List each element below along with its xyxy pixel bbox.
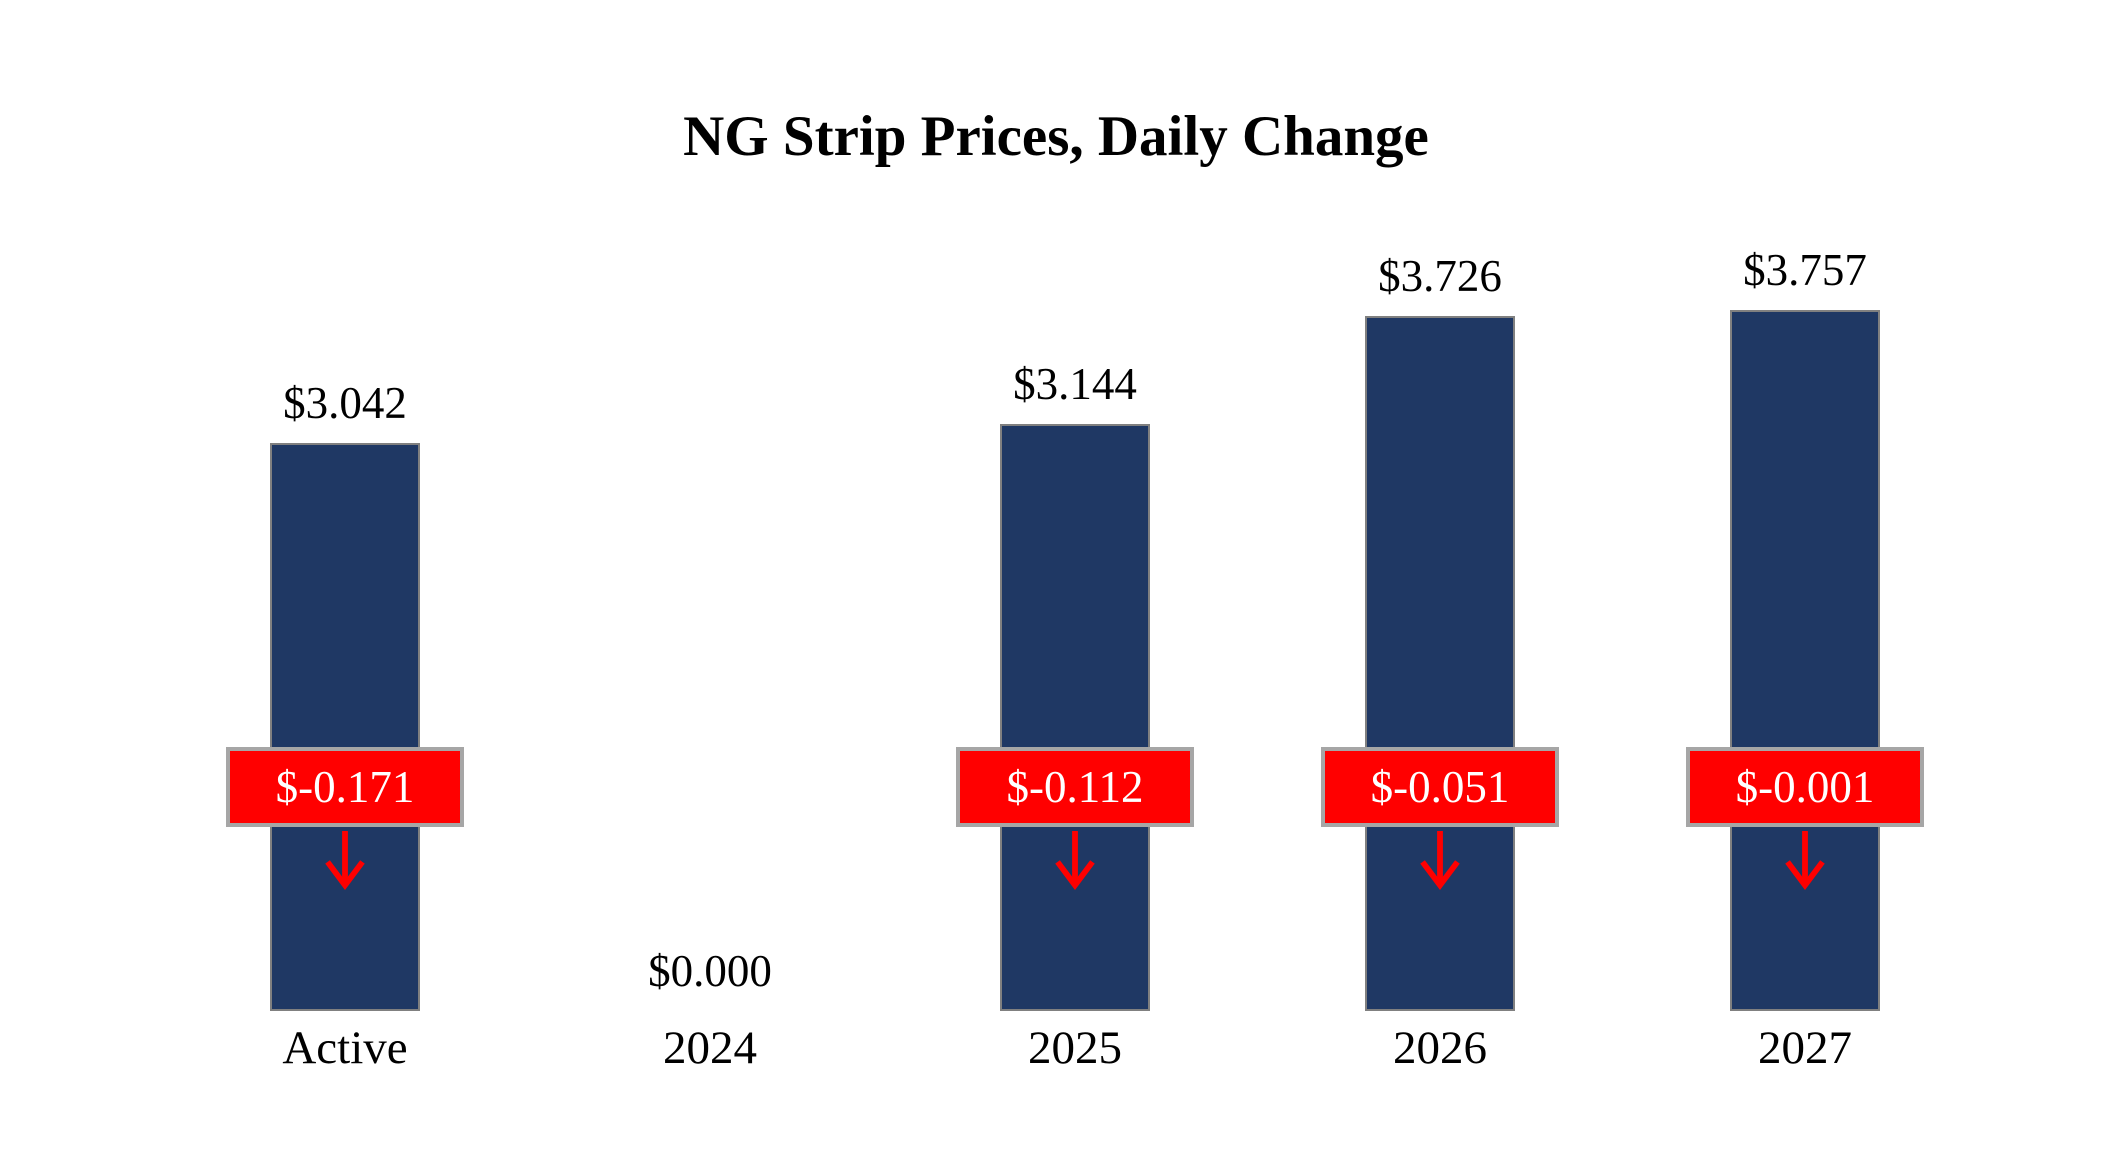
- change-label: $-0.112: [956, 747, 1194, 827]
- bar: [1365, 316, 1515, 1011]
- bar-value-label: $3.757: [1743, 245, 1867, 295]
- category-label: 2026: [1393, 1022, 1487, 1074]
- down-arrow-icon: [325, 830, 365, 891]
- down-arrow-icon: [1055, 830, 1095, 891]
- change-label: $-0.001: [1686, 747, 1924, 827]
- down-arrow-icon: [1420, 830, 1460, 891]
- category-label: 2025: [1028, 1022, 1122, 1074]
- bar-value-label: $3.726: [1378, 251, 1502, 301]
- bar-value-label: $3.042: [283, 378, 407, 428]
- change-label: $-0.171: [226, 747, 464, 827]
- category-label: 2027: [1758, 1022, 1852, 1074]
- change-label: $-0.051: [1321, 747, 1559, 827]
- bar: [1730, 310, 1880, 1011]
- category-label: 2024: [663, 1022, 757, 1074]
- bar: [270, 443, 420, 1011]
- chart-title: NG Strip Prices, Daily Change: [683, 105, 1429, 168]
- bar: [1000, 424, 1150, 1011]
- category-label: Active: [282, 1022, 408, 1074]
- bar-value-label: $3.144: [1013, 359, 1137, 409]
- down-arrow-icon: [1785, 830, 1825, 891]
- bar-value-label: $0.000: [648, 946, 772, 996]
